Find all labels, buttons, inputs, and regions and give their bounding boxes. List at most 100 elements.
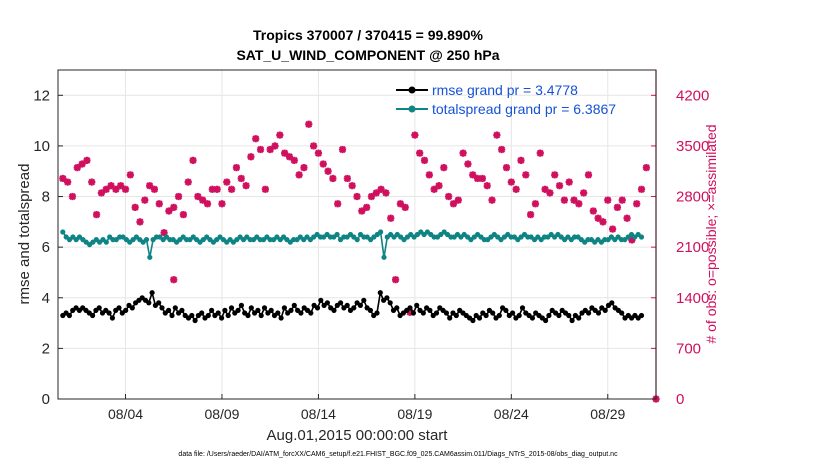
rmse-point (407, 305, 413, 311)
rmse-point (268, 307, 274, 313)
obs-count-marker (454, 196, 462, 204)
rmse-point (288, 307, 294, 313)
rmse-point (496, 312, 502, 319)
rmse-point (595, 310, 602, 316)
obs-count-marker (445, 192, 453, 201)
totalspread-series (60, 229, 645, 260)
obs-count-marker (599, 218, 607, 226)
rmse-point (123, 307, 129, 313)
rmse-point (245, 312, 251, 319)
right-tick-label: 2800 (676, 189, 709, 206)
obs-count-marker (536, 149, 544, 157)
rmse-point (387, 300, 393, 306)
obs-count-marker (121, 185, 130, 193)
obs-count-marker (228, 185, 236, 193)
obs-count-marker (237, 174, 245, 183)
obs-count-marker (136, 218, 144, 226)
obs-count-marker (319, 160, 327, 168)
rmse-point (638, 312, 645, 319)
obs-count-marker (68, 192, 77, 201)
obs-count-marker (174, 192, 183, 201)
left-tick-label: 6 (42, 239, 50, 256)
rmse-point (529, 315, 536, 321)
rmse-point (433, 310, 440, 316)
obs-count-marker (305, 120, 313, 128)
obs-count-marker (546, 189, 554, 197)
obs-count-marker (449, 200, 458, 208)
rmse-point (619, 310, 625, 316)
obs-count-marker (92, 211, 101, 219)
obs-count-marker (170, 276, 178, 284)
obs-count-marker (531, 200, 540, 208)
obs-count-marker (584, 171, 593, 179)
legend-spread-label: totalspread grand pr = 6.3867 (432, 101, 616, 117)
legend-spread-marker (408, 105, 416, 113)
rmse-point (443, 310, 449, 316)
rmse-point (129, 305, 135, 311)
rmse-point (420, 310, 426, 316)
obs-count-marker (83, 156, 91, 164)
obs-count-marker (179, 211, 187, 219)
rmse-point (384, 295, 390, 301)
obs-count-marker (555, 182, 564, 190)
left-tick-label: 0 (42, 391, 50, 408)
rmse-point (516, 312, 522, 319)
obs-count-marker (575, 200, 583, 208)
rmse-point (609, 300, 615, 306)
rmse-point (361, 297, 367, 303)
obs-count-marker (440, 164, 448, 172)
rmse-point (324, 300, 330, 306)
obs-count-marker (522, 171, 530, 179)
rmse-point (351, 305, 357, 311)
x-tick-label: 08/29 (590, 406, 625, 422)
right-tick-label: 700 (676, 340, 701, 357)
rmse-point (192, 317, 198, 324)
rmse-point (602, 307, 608, 313)
rmse-point (447, 315, 453, 321)
obs-count-marker (618, 196, 626, 204)
obs-count-marker (589, 207, 597, 215)
obs-count-marker (502, 164, 511, 172)
obs-count-marker (565, 178, 573, 186)
obs-count-marker (170, 203, 178, 211)
rmse-point (258, 312, 264, 319)
rmse-point (116, 305, 122, 311)
obs-count-series (59, 120, 660, 403)
left-tick-label: 12 (33, 87, 50, 104)
rmse-point (156, 300, 162, 306)
obs-count-marker (517, 156, 525, 164)
totalspread-point (143, 237, 150, 243)
obs-count-marker (252, 135, 260, 143)
obs-count-marker (464, 160, 472, 168)
obs-count-marker (218, 200, 226, 208)
rmse-point (490, 310, 496, 316)
plot-area (58, 70, 656, 399)
rmse-point (166, 307, 172, 313)
rmse-point (255, 307, 261, 313)
rmse-point (172, 305, 178, 311)
rmse-point (357, 302, 363, 308)
right-tick-label: 3500 (676, 138, 709, 155)
rmse-point (308, 310, 314, 316)
rmse-point (275, 310, 281, 316)
rmse-point (205, 312, 211, 319)
rmse-point (179, 307, 185, 313)
obs-count-marker (435, 182, 443, 190)
right-axis-ticks: 0 700 1400 2100 2800 3500 4200 (651, 70, 709, 408)
rmse-point (318, 297, 324, 303)
rmse-point (189, 312, 195, 319)
totalspread-point (378, 229, 384, 235)
obs-count-marker (488, 196, 496, 204)
rmse-point (298, 310, 304, 316)
obs-count-marker (551, 171, 559, 179)
rmse-point (106, 310, 112, 316)
obs-count-marker (623, 214, 631, 222)
right-tick-label: 0 (676, 391, 684, 408)
obs-count-marker (401, 203, 409, 211)
obs-count-marker (338, 145, 347, 154)
rmse-point (278, 315, 284, 321)
obs-count-marker (271, 142, 279, 150)
x-tick-label: 08/09 (204, 406, 239, 422)
left-tick-label: 8 (42, 189, 50, 206)
